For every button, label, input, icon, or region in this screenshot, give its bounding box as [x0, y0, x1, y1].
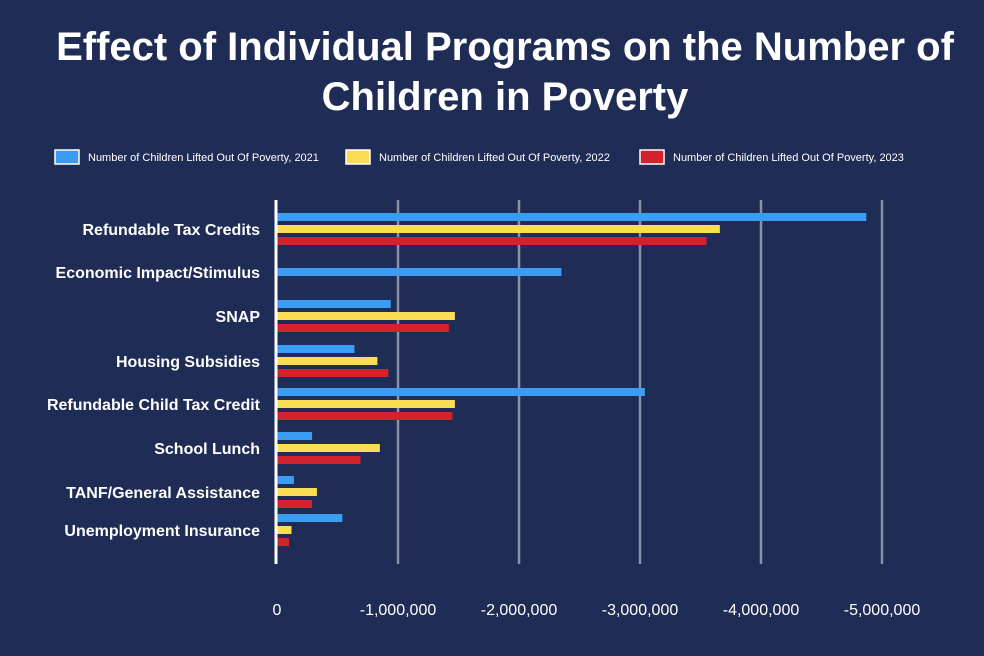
bar-4-series-0	[277, 388, 645, 396]
bar-5-series-2	[277, 456, 361, 464]
bar-0-series-2	[277, 237, 707, 245]
category-labels: Refundable Tax Credits Economic Impact/St…	[47, 222, 261, 540]
bar-2-series-0	[277, 300, 391, 308]
bar-0-series-0	[277, 213, 867, 221]
legend: Number of Children Lifted Out Of Poverty…	[54, 149, 904, 165]
bar-3-series-0	[277, 345, 355, 353]
category-label-1: Economic Impact/Stimulus	[56, 265, 261, 282]
bar-6-series-0	[277, 476, 294, 484]
bars	[277, 213, 867, 546]
bar-3-series-2	[277, 369, 389, 377]
x-tick-label-0: 0	[273, 602, 282, 619]
bar-5-series-0	[277, 432, 313, 440]
x-tick-label-3: -3,000,000	[602, 602, 679, 619]
category-label-4: Refundable Child Tax Credit	[47, 397, 261, 414]
bar-2-series-1	[277, 312, 455, 320]
gridlines	[396, 200, 884, 564]
category-label-3: Housing Subsidies	[116, 354, 260, 371]
category-label-5: School Lunch	[154, 441, 260, 458]
x-tick-label-5: -5,000,000	[844, 602, 921, 619]
bar-0-series-1	[277, 225, 720, 233]
bar-6-series-1	[277, 488, 317, 496]
category-label-2: SNAP	[216, 309, 261, 326]
legend-swatch-1	[345, 149, 371, 165]
x-tick-labels: 0 -1,000,000 -2,000,000 -3,000,000 -4,000,00…	[273, 602, 921, 619]
legend-swatch-0	[54, 149, 80, 165]
bar-7-series-0	[277, 514, 343, 522]
chart-title: Effect of Individual Programs on the Num…	[56, 25, 954, 119]
bar-2-series-2	[277, 324, 449, 332]
category-label-7: Unemployment Insurance	[64, 523, 260, 540]
category-label-6: TANF/General Assistance	[66, 485, 260, 502]
bar-3-series-1	[277, 357, 378, 365]
bar-7-series-1	[277, 526, 292, 534]
legend-label-0: Number of Children Lifted Out Of Poverty…	[88, 152, 319, 164]
category-label-0: Refundable Tax Credits	[82, 222, 260, 239]
x-tick-label-1: -1,000,000	[360, 602, 437, 619]
x-tick-label-2: -2,000,000	[481, 602, 558, 619]
bar-7-series-2	[277, 538, 290, 546]
legend-swatch-2	[639, 149, 665, 165]
bar-1-series-0	[277, 268, 562, 276]
x-tick-label-4: -4,000,000	[723, 602, 800, 619]
legend-label-1: Number of Children Lifted Out Of Poverty…	[379, 152, 610, 164]
legend-label-2: Number of Children Lifted Out Of Poverty…	[673, 152, 904, 164]
bar-6-series-2	[277, 500, 313, 508]
bar-4-series-2	[277, 412, 453, 420]
bar-4-series-1	[277, 400, 455, 408]
bar-5-series-1	[277, 444, 380, 452]
